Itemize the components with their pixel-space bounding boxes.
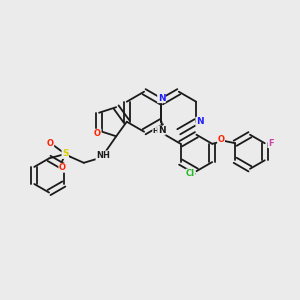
- Text: O: O: [218, 135, 224, 144]
- Text: N: N: [158, 94, 165, 103]
- Text: F: F: [268, 139, 274, 148]
- Text: O: O: [47, 139, 54, 148]
- Text: H: H: [153, 128, 158, 134]
- Text: NH: NH: [96, 151, 110, 160]
- Text: S: S: [62, 149, 68, 158]
- Text: O: O: [59, 163, 66, 172]
- Text: N: N: [158, 126, 165, 135]
- Text: Cl: Cl: [186, 169, 195, 178]
- Text: O: O: [94, 129, 101, 138]
- Text: N: N: [196, 117, 203, 126]
